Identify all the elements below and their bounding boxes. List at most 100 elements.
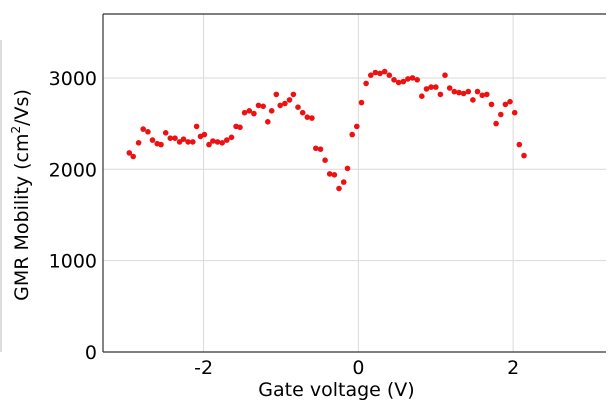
data-point xyxy=(433,84,439,90)
data-point xyxy=(162,130,169,136)
data-point xyxy=(277,102,284,109)
x-tick-label: -2 xyxy=(194,357,213,379)
data-point xyxy=(299,109,306,116)
data-point xyxy=(470,97,476,103)
data-point xyxy=(331,172,338,178)
data-point xyxy=(498,111,504,118)
data-point xyxy=(386,72,393,78)
x-axis-label: Gate voltage (V) xyxy=(258,379,414,401)
data-point xyxy=(317,146,324,152)
data-point xyxy=(130,153,136,160)
data-point xyxy=(381,68,388,75)
data-point xyxy=(251,110,257,117)
y-axis-label: GMR Mobility (cm2/Vs) xyxy=(9,89,33,301)
x-tick-label: 0 xyxy=(352,357,364,379)
data-point xyxy=(158,141,164,148)
data-point xyxy=(349,131,356,138)
data-point xyxy=(145,129,151,135)
data-point xyxy=(126,150,133,156)
y-tick-label: 1000 xyxy=(49,251,97,273)
data-point xyxy=(446,85,453,91)
data-point xyxy=(185,139,191,145)
y-tick-label: 2000 xyxy=(49,159,97,181)
data-point xyxy=(214,139,221,145)
y-tick-label: 3000 xyxy=(49,68,97,90)
data-point xyxy=(354,123,360,130)
data-point xyxy=(149,137,156,143)
data-point xyxy=(304,114,311,120)
data-point xyxy=(246,108,253,114)
data-point xyxy=(419,93,425,99)
data-point xyxy=(135,140,142,146)
data-point xyxy=(282,100,288,107)
data-point xyxy=(372,69,379,76)
y-axis-label-tail: /Vs) xyxy=(11,89,33,126)
data-point xyxy=(368,72,374,78)
data-point xyxy=(437,91,444,98)
data-point xyxy=(428,84,434,90)
data-point xyxy=(451,88,458,95)
data-point xyxy=(309,115,315,121)
tick-labels: -2 0 2 0 1000 2000 3000 xyxy=(49,68,520,379)
data-point xyxy=(511,109,518,116)
data-point xyxy=(377,70,383,77)
grid-layer xyxy=(103,14,606,352)
data-point xyxy=(260,103,267,110)
data-point xyxy=(442,72,448,78)
data-point xyxy=(255,102,262,109)
data-point xyxy=(313,145,319,152)
data-point xyxy=(224,137,230,143)
data-point xyxy=(474,88,481,95)
data-point xyxy=(484,91,490,98)
data-point xyxy=(409,75,416,81)
y-tick-label: 0 xyxy=(85,342,97,364)
data-point xyxy=(363,80,369,87)
data-point xyxy=(502,101,509,108)
data-point xyxy=(167,135,174,141)
data-point xyxy=(286,97,293,103)
data-point xyxy=(344,165,351,172)
data-point xyxy=(516,141,523,148)
data-point xyxy=(295,104,301,110)
data-point xyxy=(193,123,200,130)
data-point xyxy=(405,76,411,82)
data-point xyxy=(273,91,280,98)
data-point xyxy=(479,92,486,99)
x-tick-label: 2 xyxy=(507,357,519,379)
data-point xyxy=(268,108,275,114)
data-point xyxy=(493,120,499,127)
data-point xyxy=(521,152,527,159)
data-point xyxy=(140,126,146,132)
data-point xyxy=(414,77,421,83)
y-axis-label-superscript: 2 xyxy=(9,126,23,134)
data-point xyxy=(336,185,342,192)
data-point xyxy=(340,179,347,185)
data-point xyxy=(237,124,243,131)
axis-layer xyxy=(0,13,606,353)
data-point xyxy=(265,119,271,125)
data-point xyxy=(423,86,430,92)
data-point xyxy=(290,91,297,98)
data-point xyxy=(391,77,397,83)
data-point xyxy=(241,109,248,116)
data-point xyxy=(219,140,225,146)
data-point xyxy=(507,98,513,105)
y-axis-label-main: GMR Mobility (cm xyxy=(11,133,33,300)
data-point xyxy=(190,139,196,145)
data-points xyxy=(126,68,527,192)
data-point xyxy=(358,99,365,106)
data-point xyxy=(172,135,178,141)
data-point xyxy=(456,89,462,96)
data-point xyxy=(180,136,187,142)
data-point xyxy=(488,101,495,108)
data-point xyxy=(176,139,183,145)
data-point xyxy=(201,131,208,138)
data-point xyxy=(228,134,235,141)
data-point xyxy=(400,78,407,85)
data-point xyxy=(326,171,333,177)
data-point xyxy=(395,79,402,86)
data-point xyxy=(465,88,472,95)
data-point xyxy=(206,141,212,148)
data-point xyxy=(210,138,216,144)
